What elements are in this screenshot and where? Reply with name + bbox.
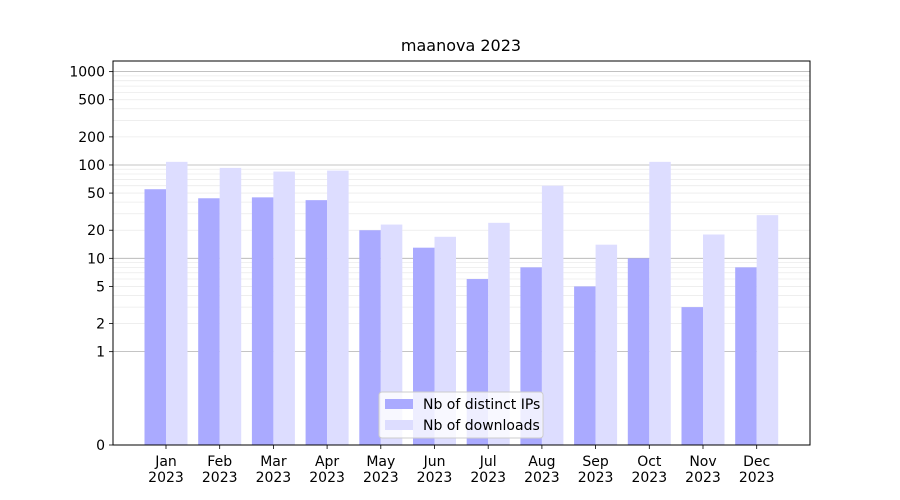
x-tick-label-year: 2023: [202, 470, 238, 486]
legend-label: Nb of distinct IPs: [423, 397, 540, 413]
y-tick-label: 1000: [69, 65, 105, 81]
bar-downloads: [380, 224, 403, 445]
x-tick-label-month: Nov: [689, 454, 716, 470]
x-tick-label-year: 2023: [578, 470, 614, 486]
x-tick-label-month: Aug: [528, 454, 555, 470]
legend-box: [378, 391, 544, 439]
x-tick-label-month: Dec: [743, 454, 770, 470]
y-tick-label: 10: [87, 251, 105, 267]
x-tick-label-month: Feb: [207, 454, 232, 470]
y-tick-label: 500: [78, 93, 105, 109]
bar-distinct-ips: [198, 198, 220, 445]
y-tick-label: 100: [78, 158, 105, 174]
x-axis-ticks: Jan2023Feb2023Mar2023Apr2023May2023Jun20…: [148, 445, 775, 486]
bar-downloads: [273, 171, 295, 445]
x-tick-label-year: 2023: [631, 470, 667, 486]
y-tick-label: 0: [96, 438, 105, 454]
y-tick-label: 1: [96, 345, 105, 361]
x-tick-label-year: 2023: [309, 470, 345, 486]
legend-label: Nb of downloads: [423, 418, 540, 434]
legend-swatch: [385, 399, 413, 409]
bar-downloads: [488, 222, 510, 445]
x-tick-label-year: 2023: [470, 470, 506, 486]
x-tick-label-year: 2023: [417, 470, 453, 486]
x-tick-label-year: 2023: [739, 470, 775, 486]
legend-swatch: [385, 420, 413, 430]
bar-downloads: [327, 170, 349, 445]
bar-downloads: [703, 234, 725, 445]
x-tick-label-month: Jun: [423, 454, 446, 470]
x-tick-label-month: Oct: [637, 454, 662, 470]
bar-distinct-ips: [735, 267, 757, 445]
x-tick-label-month: Jan: [154, 454, 177, 470]
bar-downloads: [219, 167, 242, 446]
bar-distinct-ips: [305, 200, 328, 445]
bar-downloads: [166, 161, 188, 446]
bar-downloads: [595, 244, 618, 445]
y-tick-label: 20: [87, 223, 105, 239]
y-tick-label: 2: [96, 317, 105, 333]
bar-downloads: [756, 215, 779, 445]
x-tick-label-year: 2023: [148, 470, 184, 486]
x-tick-label-year: 2023: [363, 470, 399, 486]
x-tick-label-month: Jul: [479, 454, 497, 470]
y-tick-label: 200: [78, 130, 105, 146]
plot-frame: [112, 60, 811, 446]
bar-distinct-ips: [251, 197, 274, 445]
chart-title: maanova 2023: [401, 36, 521, 55]
bar-distinct-ips: [359, 230, 381, 445]
bar-distinct-ips: [574, 286, 596, 445]
x-tick-label-month: Apr: [315, 454, 339, 470]
bar-distinct-ips: [144, 189, 166, 445]
legend: Nb of distinct IPs Nb of downloads: [378, 391, 544, 439]
bar-downloads: [649, 161, 671, 446]
bar-distinct-ips: [681, 307, 703, 445]
x-tick-label-month: Mar: [260, 454, 287, 470]
x-tick-label-month: May: [366, 454, 395, 470]
y-tick-label: 50: [87, 186, 105, 202]
y-axis-ticks: 0 1 2 5 10 20 50 100 200 500 1000: [69, 65, 113, 454]
bar-downloads: [541, 185, 564, 445]
bar-distinct-ips: [627, 258, 650, 445]
x-tick-label-year: 2023: [524, 470, 560, 486]
x-tick-label-month: Sep: [582, 454, 609, 470]
x-tick-label-year: 2023: [256, 470, 292, 486]
y-tick-label: 5: [96, 279, 105, 295]
x-tick-label-year: 2023: [685, 470, 721, 486]
